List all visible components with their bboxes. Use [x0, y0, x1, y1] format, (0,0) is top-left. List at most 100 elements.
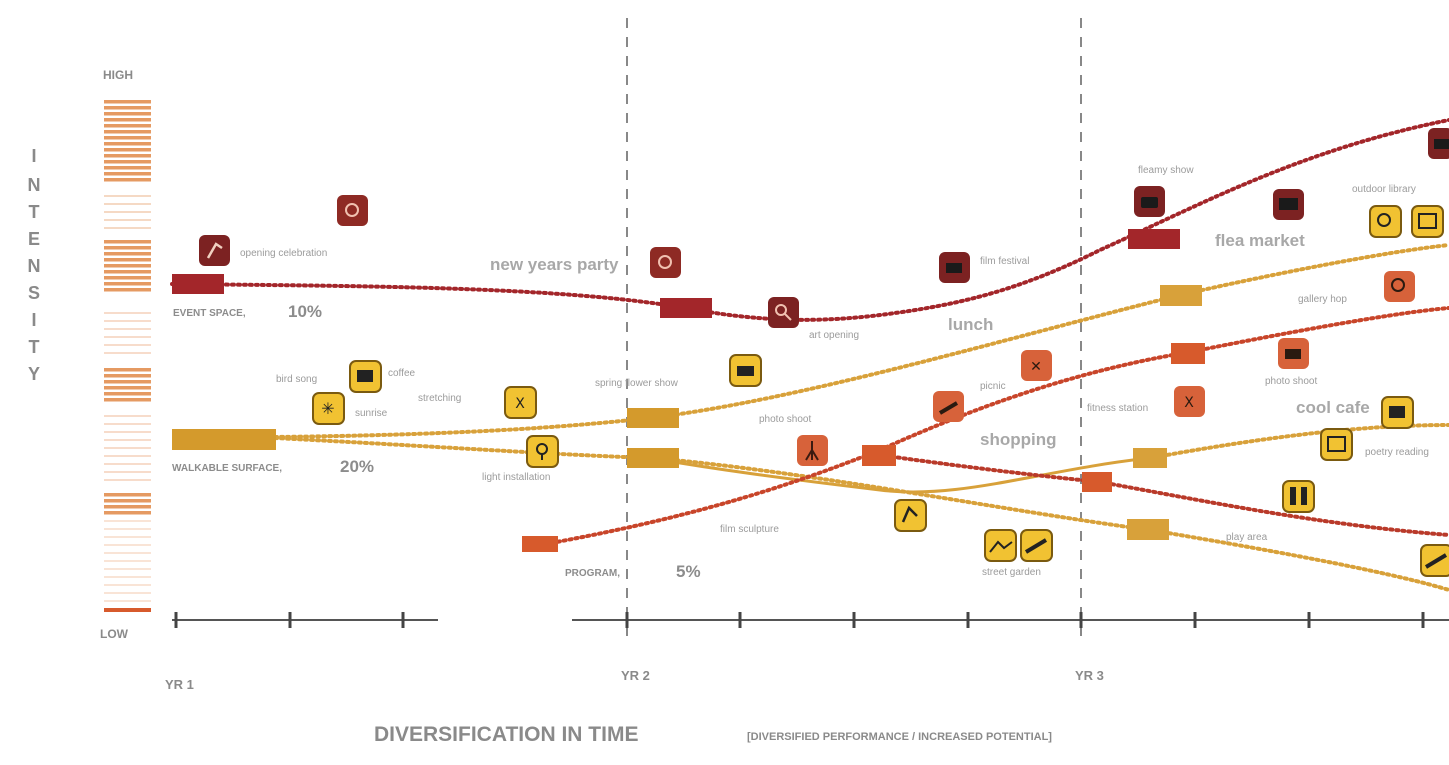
event-label: gallery hop — [1298, 294, 1347, 305]
scale-stripe — [104, 415, 151, 417]
x-axis-title: DIVERSIFICATION IN TIME — [374, 723, 638, 746]
scale-stripe — [104, 252, 151, 256]
scale-stripe — [104, 536, 151, 538]
scale-stripe — [104, 211, 151, 213]
market-stall-icon — [1273, 189, 1304, 220]
y-title-letter: T — [29, 337, 40, 357]
scale-stripe — [104, 386, 151, 390]
y-title-letter: Y — [28, 364, 40, 384]
stream-label: EVENT SPACE, — [173, 308, 246, 319]
y-title-letter: T — [29, 202, 40, 222]
scale-stripe — [104, 258, 151, 262]
event-label: opening celebration — [240, 248, 327, 259]
event-label: new years party — [490, 255, 619, 274]
scale-stripe — [104, 455, 151, 457]
y-axis-title: I N T E N S I T Y — [28, 146, 41, 384]
party-icon — [337, 195, 368, 226]
coffee-icon — [1381, 396, 1414, 429]
scale-stripe — [104, 142, 151, 146]
scale-stripe — [104, 100, 151, 104]
stream-lines — [170, 118, 1449, 592]
event-label: light installation — [482, 472, 550, 483]
scale-stripe — [104, 344, 151, 346]
event-label: play area — [1226, 532, 1268, 543]
event-space-bar — [1128, 229, 1180, 249]
y-title-letter: N — [28, 256, 41, 276]
scale-stripe — [104, 505, 151, 509]
scale-stripe — [104, 264, 151, 268]
scale-stripe — [104, 328, 151, 330]
scale-stripe — [104, 592, 151, 594]
intensity-scale — [104, 100, 151, 612]
magnifier-icon — [768, 297, 799, 328]
scale-stripe — [104, 136, 151, 140]
scale-stripe — [104, 240, 151, 244]
lightbulb-icon — [526, 435, 559, 468]
event-label: spring flower show — [595, 378, 679, 389]
scale-stripe — [104, 148, 151, 152]
scale-stripe — [104, 320, 151, 322]
scale-stripe — [104, 352, 151, 354]
walkable-surface-bar — [1127, 519, 1169, 540]
y-low-label: LOW — [100, 627, 129, 641]
walkable-surface-bar — [172, 429, 276, 450]
fitness-icon: X — [1174, 386, 1205, 417]
scale-stripe — [104, 124, 151, 128]
person-icon — [797, 435, 828, 466]
y-high-label: HIGH — [103, 68, 133, 82]
scale-stripe — [104, 312, 151, 314]
scale-stripe — [104, 195, 151, 197]
event-label: bird song — [276, 374, 317, 385]
scale-stripe — [104, 282, 151, 286]
scale-stripe — [104, 447, 151, 449]
scale-stripe — [104, 552, 151, 554]
sculpture-icon — [894, 499, 927, 532]
x-axis-subtitle: [DIVERSIFIED PERFORMANCE / INCREASED POT… — [747, 731, 1052, 743]
garden-icon — [984, 529, 1017, 562]
walkable-surface-bar — [1160, 285, 1202, 306]
coffee-icon — [349, 360, 382, 393]
scale-stripe — [104, 576, 151, 578]
event-label: fitness station — [1087, 403, 1148, 414]
event-label: outdoor library — [1352, 184, 1416, 195]
event-label: flea market — [1215, 231, 1305, 250]
program-line-down — [878, 453, 1449, 537]
scale-stripe — [104, 374, 151, 378]
skate-icon — [933, 391, 964, 422]
walkable-connector-line — [649, 456, 1151, 494]
event-label: picnic — [980, 381, 1006, 392]
skate-icon — [1020, 529, 1053, 562]
stretching-figure-icon: X — [504, 386, 537, 419]
svg-text:X: X — [1184, 395, 1194, 411]
svg-text:X: X — [515, 396, 525, 412]
event-labels: opening celebration new years party art … — [240, 165, 1429, 578]
stream-pct: 10% — [288, 302, 322, 321]
scale-stripe — [104, 493, 151, 497]
scale-stripe — [104, 439, 151, 441]
scale-stripe — [104, 528, 151, 530]
camera-icon — [1278, 338, 1309, 369]
scale-stripe — [104, 560, 151, 562]
book-icon — [1320, 428, 1353, 461]
book-icon — [1411, 205, 1444, 238]
event-label: stretching — [418, 393, 461, 404]
event-label: cool cafe — [1296, 398, 1370, 417]
scale-stripe — [104, 160, 151, 164]
scale-stripe — [104, 246, 151, 250]
program-bar — [1082, 472, 1112, 492]
magnifier-icon — [1369, 205, 1402, 238]
film-camera-icon — [939, 252, 970, 283]
y-title-letter: I — [31, 146, 36, 166]
scale-stripe — [104, 178, 151, 182]
program-bar — [522, 536, 558, 552]
event-label: coffee — [388, 368, 415, 379]
stream-bars — [172, 229, 1205, 552]
scale-stripe — [104, 423, 151, 425]
event-label: film festival — [980, 256, 1029, 267]
y-title-letter: S — [28, 283, 40, 303]
event-label: sunrise — [355, 408, 388, 419]
svg-text:✕: ✕ — [1030, 359, 1042, 375]
event-label: art opening — [809, 330, 859, 341]
year-label: YR 2 — [621, 668, 650, 683]
